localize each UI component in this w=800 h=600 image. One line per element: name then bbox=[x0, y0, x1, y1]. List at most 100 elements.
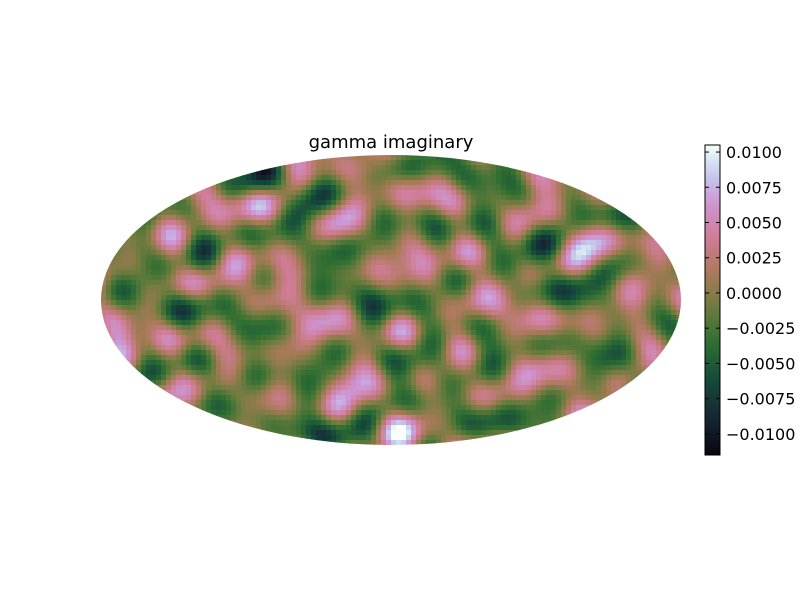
map-pixel bbox=[541, 380, 547, 386]
map-pixel bbox=[521, 375, 527, 381]
map-pixel bbox=[646, 300, 652, 306]
map-pixel bbox=[366, 185, 372, 191]
map-pixel bbox=[571, 275, 577, 281]
map-pixel bbox=[136, 240, 142, 246]
map-pixel bbox=[471, 300, 477, 306]
map-pixel bbox=[351, 335, 357, 341]
map-pixel bbox=[256, 185, 262, 191]
map-pixel bbox=[461, 195, 467, 201]
map-pixel bbox=[566, 185, 572, 191]
map-pixel bbox=[331, 335, 337, 341]
map-pixel bbox=[491, 190, 497, 196]
map-pixel bbox=[536, 260, 542, 266]
map-pixel bbox=[531, 270, 537, 276]
map-pixel bbox=[446, 180, 452, 186]
map-pixel bbox=[386, 395, 392, 401]
map-pixel bbox=[231, 395, 237, 401]
map-pixel bbox=[151, 380, 157, 386]
map-pixel bbox=[181, 205, 187, 211]
map-pixel bbox=[651, 330, 657, 336]
map-pixel bbox=[176, 380, 182, 386]
map-pixel bbox=[646, 225, 652, 231]
map-pixel bbox=[396, 175, 402, 181]
map-pixel bbox=[231, 350, 237, 356]
chart-title: gamma imaginary bbox=[309, 132, 474, 153]
map-pixel bbox=[421, 155, 427, 161]
map-pixel bbox=[261, 215, 267, 221]
map-pixel bbox=[241, 205, 247, 211]
map-pixel bbox=[291, 210, 297, 216]
map-pixel bbox=[586, 230, 592, 236]
map-pixel bbox=[406, 255, 412, 261]
map-pixel bbox=[251, 255, 257, 261]
map-pixel bbox=[251, 300, 257, 306]
map-pixel bbox=[601, 220, 607, 226]
map-pixel bbox=[211, 200, 217, 206]
map-pixel bbox=[356, 280, 362, 286]
map-pixel bbox=[596, 205, 602, 211]
map-pixel bbox=[646, 355, 652, 361]
map-pixel bbox=[221, 200, 227, 206]
map-pixel bbox=[281, 260, 287, 266]
map-pixel bbox=[171, 305, 177, 311]
map-pixel bbox=[256, 365, 262, 371]
map-pixel bbox=[321, 185, 327, 191]
map-pixel bbox=[146, 335, 152, 341]
map-pixel bbox=[201, 205, 207, 211]
map-pixel bbox=[246, 270, 252, 276]
map-pixel bbox=[276, 380, 282, 386]
map-pixel bbox=[306, 320, 312, 326]
map-pixel bbox=[441, 225, 447, 231]
map-pixel bbox=[191, 370, 197, 376]
map-pixel bbox=[416, 280, 422, 286]
map-pixel bbox=[231, 370, 237, 376]
map-pixel bbox=[341, 355, 347, 361]
map-pixel bbox=[391, 280, 397, 286]
map-pixel bbox=[646, 320, 652, 326]
map-pixel bbox=[506, 315, 512, 321]
map-pixel bbox=[481, 285, 487, 291]
map-pixel bbox=[311, 380, 317, 386]
map-pixel bbox=[376, 200, 382, 206]
map-pixel bbox=[476, 250, 482, 256]
map-pixel bbox=[421, 225, 427, 231]
map-pixel bbox=[611, 365, 617, 371]
map-pixel bbox=[181, 190, 187, 196]
map-pixel bbox=[116, 255, 122, 261]
map-pixel bbox=[201, 365, 207, 371]
map-pixel bbox=[156, 225, 162, 231]
map-pixel bbox=[456, 260, 462, 266]
map-pixel bbox=[271, 395, 277, 401]
map-pixel bbox=[526, 310, 532, 316]
map-pixel bbox=[496, 335, 502, 341]
map-pixel bbox=[286, 220, 292, 226]
map-pixel bbox=[626, 255, 632, 261]
map-pixel bbox=[391, 335, 397, 341]
map-pixel bbox=[371, 260, 377, 266]
map-pixel bbox=[456, 185, 462, 191]
map-pixel bbox=[166, 255, 172, 261]
map-pixel bbox=[246, 210, 252, 216]
map-pixel bbox=[236, 325, 242, 331]
map-pixel bbox=[216, 330, 222, 336]
map-pixel bbox=[416, 250, 422, 256]
map-pixel bbox=[541, 200, 547, 206]
map-pixel bbox=[306, 335, 312, 341]
map-pixel bbox=[471, 355, 477, 361]
map-pixel bbox=[186, 345, 192, 351]
map-pixel bbox=[311, 155, 317, 161]
map-pixel bbox=[146, 245, 152, 251]
map-pixel bbox=[506, 325, 512, 331]
map-pixel bbox=[186, 210, 192, 216]
map-pixel bbox=[271, 250, 277, 256]
map-pixel bbox=[601, 280, 607, 286]
map-pixel bbox=[546, 300, 552, 306]
map-pixel bbox=[376, 225, 382, 231]
map-pixel bbox=[141, 225, 147, 231]
map-pixel bbox=[171, 355, 177, 361]
map-pixel bbox=[331, 290, 337, 296]
map-pixel bbox=[506, 240, 512, 246]
map-pixel bbox=[571, 300, 577, 306]
map-pixel bbox=[466, 305, 472, 311]
map-pixel bbox=[531, 180, 537, 186]
